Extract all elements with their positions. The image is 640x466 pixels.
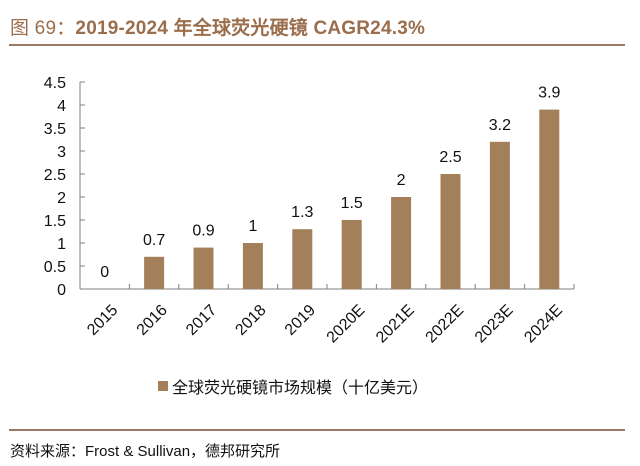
legend: 全球荧光硬镜市场规模（十亿美元）	[158, 374, 428, 398]
bar	[489, 141, 510, 289]
bar	[341, 220, 362, 289]
category-label: 2015	[84, 302, 121, 339]
bars	[144, 109, 560, 289]
category-labels: 2015 2016 2017 2018 2019 2020E 2021E 2022E 2023E…	[84, 302, 566, 347]
y-tick-label: 3	[57, 144, 66, 161]
value-label: 1	[248, 218, 257, 235]
bar	[292, 229, 313, 289]
bar	[193, 247, 214, 289]
y-tick-label: 0.5	[44, 259, 66, 276]
value-label: 1.5	[341, 195, 363, 212]
y-tick-label: 4.5	[44, 75, 66, 92]
bar	[391, 197, 412, 289]
category-label: 2018	[232, 302, 269, 339]
value-label: 0	[100, 264, 109, 281]
bar	[539, 109, 560, 289]
category-label: 2017	[183, 302, 220, 339]
figure-title-text: 2019-2024 年全球荧光硬镜 CAGR24.3%	[75, 18, 426, 39]
category-label: 2023E	[472, 302, 517, 347]
figure-title: 图 69：2019-2024 年全球荧光硬镜 CAGR24.3%	[10, 13, 425, 40]
category-label: 2024E	[521, 302, 566, 347]
y-axis: 0 0.5 1 1.5 2 2.5 3 3.5 4 4.5	[44, 75, 85, 299]
value-label: 2	[397, 172, 406, 189]
title-divider	[9, 44, 625, 46]
y-tick-label: 1.5	[44, 213, 66, 230]
value-label: 0.9	[192, 223, 214, 240]
y-tick-label: 4	[57, 98, 66, 115]
legend-swatch	[158, 381, 168, 391]
bar	[440, 174, 461, 289]
value-labels: 0 0.7 0.9 1 1.3 1.5 2 2.5 3.2 3.9	[100, 85, 560, 281]
y-tick-label: 2.5	[44, 167, 66, 184]
category-label: 2021E	[373, 302, 418, 347]
category-label: 2019	[282, 302, 319, 339]
figure-label: 图 69：	[10, 18, 76, 39]
footer-divider	[9, 429, 625, 431]
bar	[144, 256, 165, 289]
value-label: 1.3	[291, 204, 313, 221]
y-tick-label: 3.5	[44, 121, 66, 138]
y-tick-label: 0	[57, 282, 66, 299]
bar-chart: 0 0.5 1 1.5 2 2.5 3 3.5 4 4.5 0 0.7 0.9 1 1.3 1.5 2 2.5 3…	[44, 75, 575, 347]
bar	[242, 243, 263, 289]
value-label: 3.9	[538, 85, 560, 102]
y-tick-label: 2	[57, 190, 66, 207]
value-label: 3.2	[489, 117, 511, 134]
y-tick-label: 1	[57, 236, 66, 253]
category-label: 2020E	[324, 302, 369, 347]
legend-label: 全球荧光硬镜市场规模（十亿美元）	[172, 380, 429, 397]
source-note: 资料来源：Frost & Sullivan，德邦研究所	[10, 443, 281, 460]
value-label: 2.5	[439, 149, 461, 166]
category-label: 2022E	[423, 302, 468, 347]
category-label: 2016	[134, 302, 171, 339]
value-label: 0.7	[143, 232, 165, 249]
